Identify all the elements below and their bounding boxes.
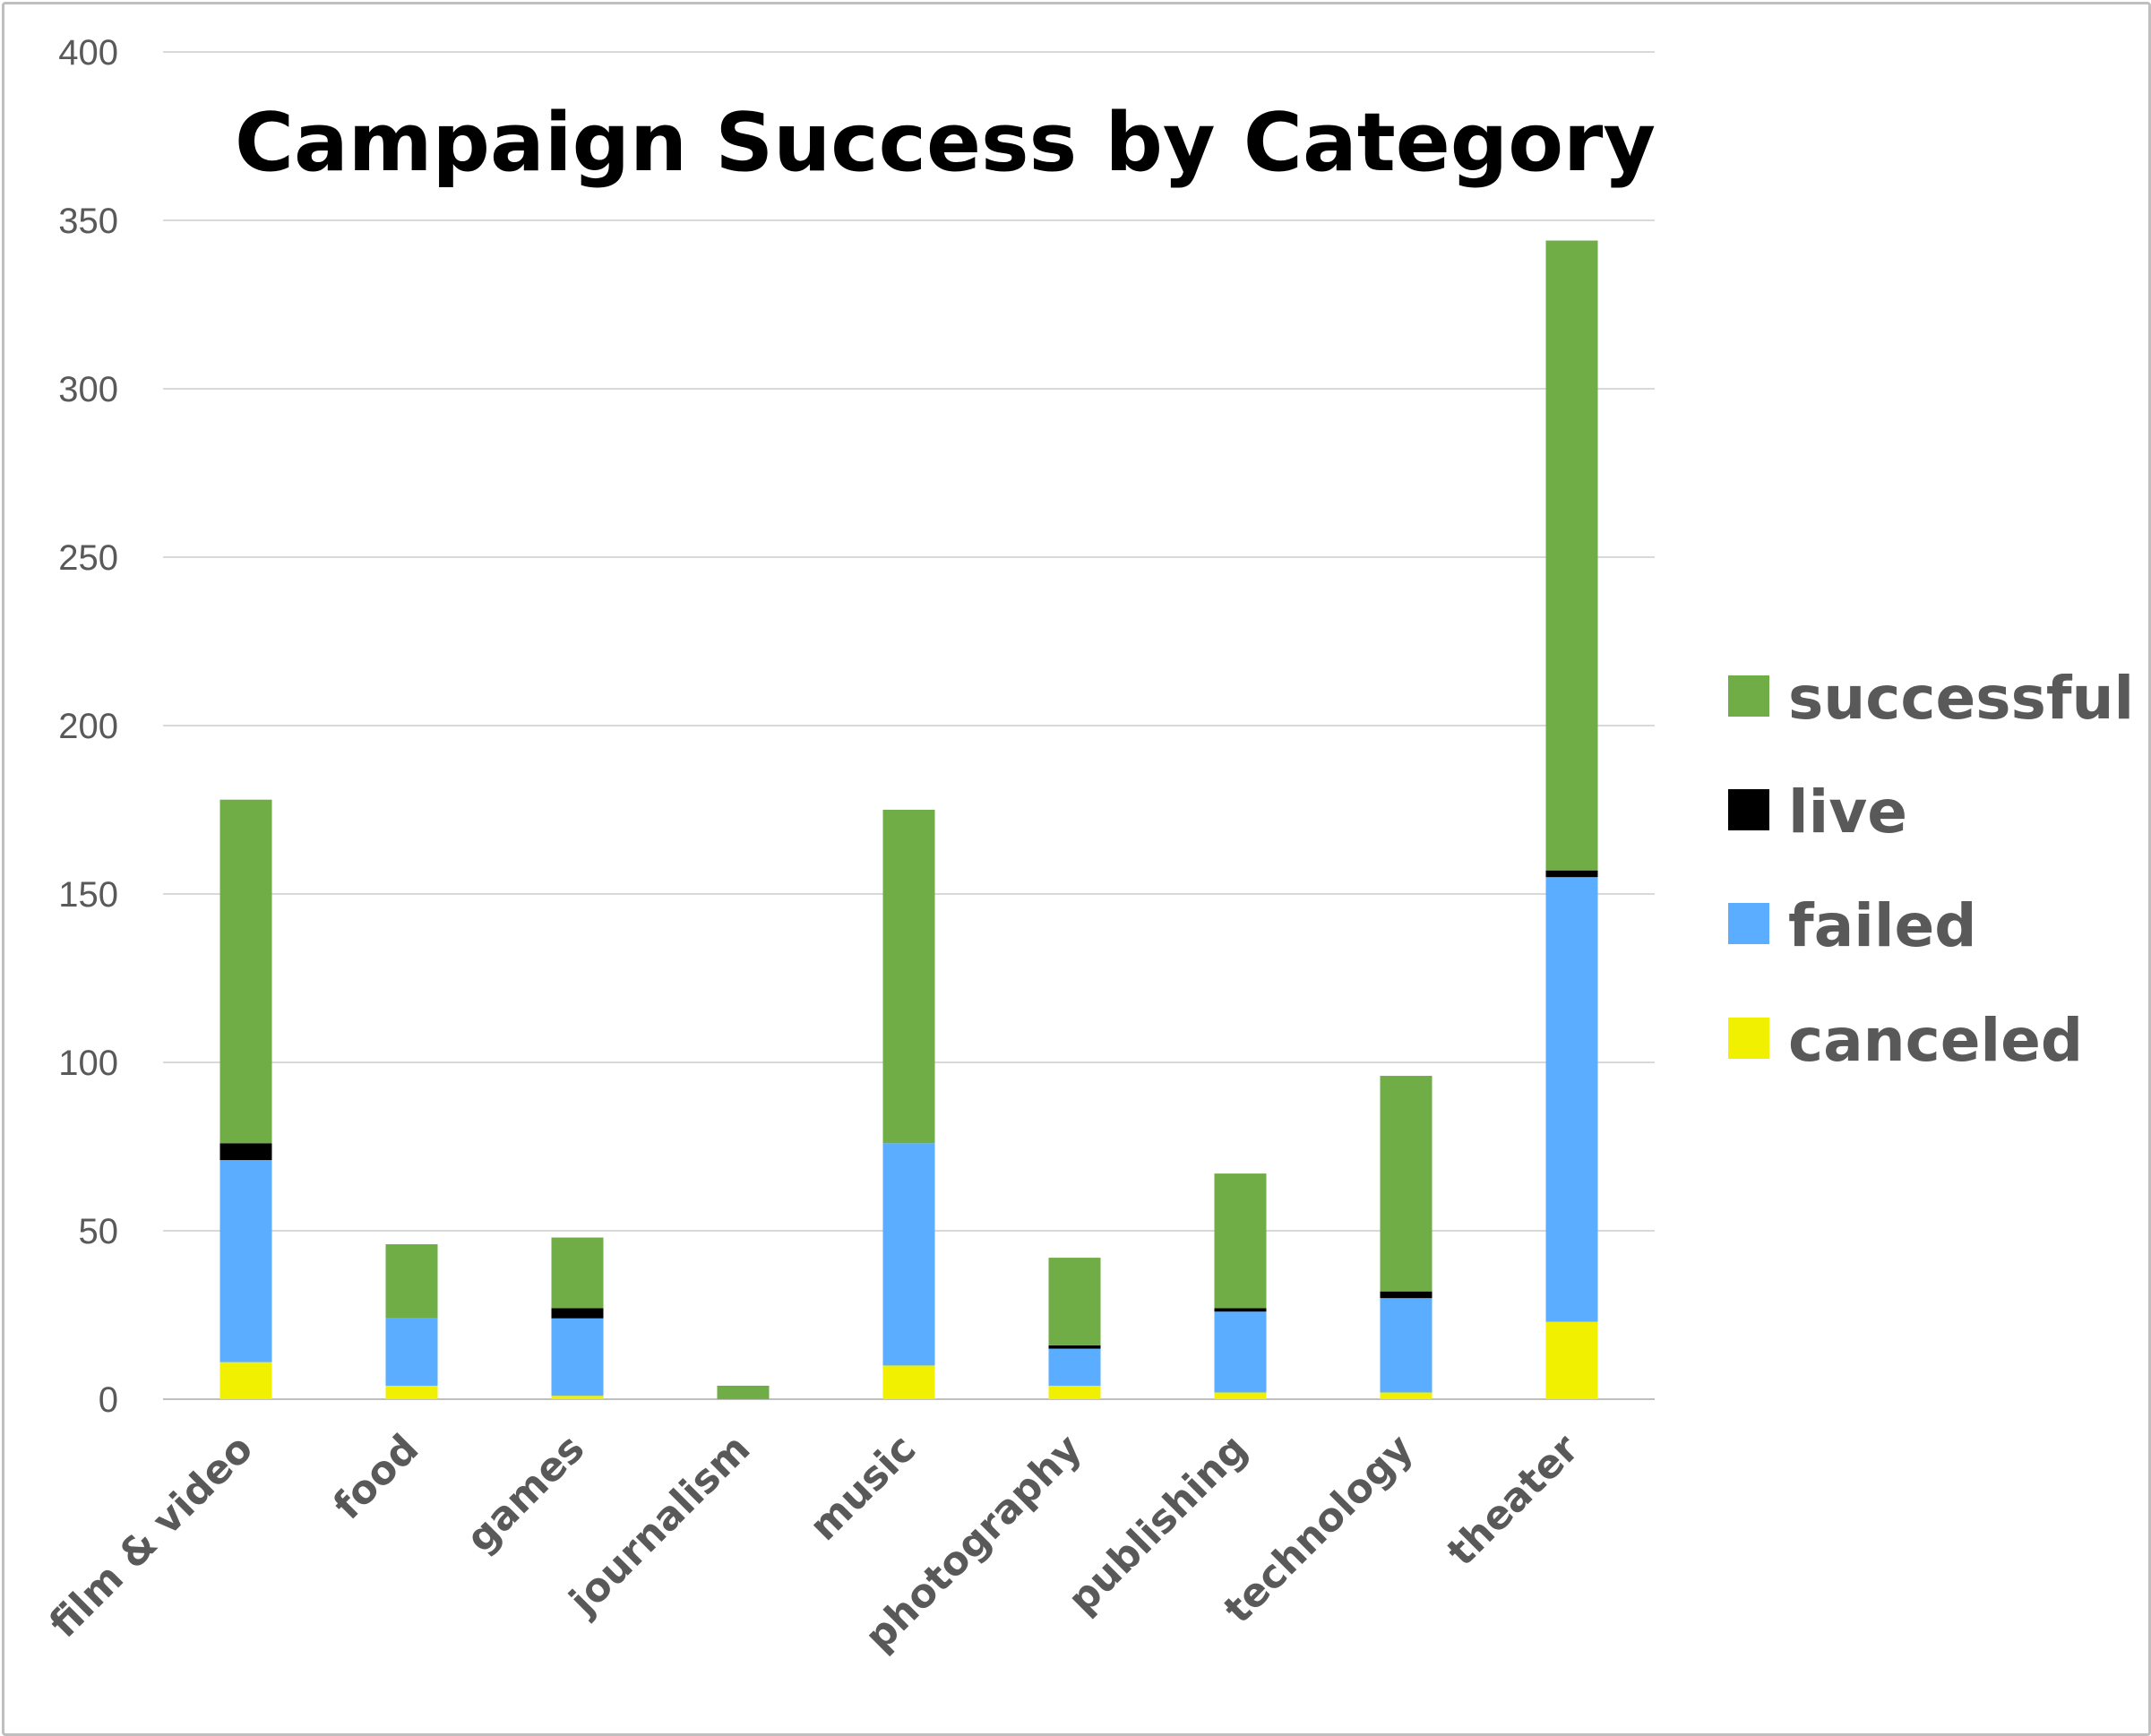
bar-failed (551, 1318, 604, 1397)
bar-canceled (1380, 1392, 1433, 1399)
x-category-label: games (458, 1426, 593, 1561)
bar-live (1380, 1291, 1433, 1299)
bars (219, 240, 1598, 1399)
bar-successful (219, 799, 272, 1144)
bar-successful (1380, 1076, 1433, 1292)
x-category-label: music (801, 1426, 925, 1550)
bar-successful (1545, 240, 1598, 871)
bar-failed (1545, 877, 1598, 1322)
bar-successful (1048, 1258, 1101, 1345)
bar-canceled (882, 1365, 935, 1399)
x-category-label: theater (1439, 1426, 1588, 1576)
y-axis-ticks: 0 50 100 150 200 250 300 350 400 (58, 33, 118, 1420)
bar-successful (882, 810, 935, 1144)
y-tick-label: 0 (99, 1380, 118, 1420)
y-tick-label: 400 (58, 33, 118, 73)
legend-label-successful: successful (1788, 664, 2134, 733)
bar-failed (882, 1143, 935, 1366)
bar-failed (1048, 1348, 1101, 1386)
legend-label-failed: failed (1788, 891, 1977, 960)
legend-swatch-failed (1728, 903, 1769, 944)
legend: successful live failed canceled (1728, 664, 2134, 1075)
bar-live (1048, 1345, 1101, 1349)
legend-swatch-live (1728, 789, 1769, 830)
bar-failed (1380, 1298, 1433, 1393)
bar-successful (717, 1385, 770, 1399)
y-tick-label: 100 (58, 1044, 118, 1083)
bar-live (219, 1143, 272, 1161)
legend-swatch-successful (1728, 675, 1769, 717)
x-category-label: film & video (41, 1426, 262, 1647)
bar-live (1214, 1308, 1267, 1312)
y-tick-label: 50 (79, 1212, 119, 1251)
chart-title: Campaign Success by Category (235, 96, 1656, 190)
y-tick-label: 300 (58, 370, 118, 409)
x-category-label: food (325, 1426, 428, 1529)
y-tick-label: 350 (58, 202, 118, 241)
bar-canceled (551, 1396, 604, 1399)
bar-canceled (1048, 1385, 1101, 1399)
bar-live (551, 1308, 604, 1319)
legend-label-live: live (1788, 778, 1907, 847)
legend-label-canceled: canceled (1788, 1006, 2083, 1075)
bar-failed (385, 1318, 438, 1386)
legend-swatch-canceled (1728, 1018, 1769, 1059)
y-tick-label: 150 (58, 875, 118, 915)
bar-failed (1214, 1311, 1267, 1393)
bar-canceled (385, 1385, 438, 1399)
bar-successful (1214, 1173, 1267, 1309)
bar-canceled (1545, 1321, 1598, 1399)
bar-failed (219, 1160, 272, 1362)
bar-live (1545, 870, 1598, 878)
y-tick-label: 200 (58, 707, 118, 746)
bar-canceled (1214, 1392, 1267, 1399)
bar-successful (385, 1244, 438, 1319)
y-tick-label: 250 (58, 538, 118, 578)
bar-successful (551, 1237, 604, 1309)
bar-canceled (219, 1362, 272, 1399)
